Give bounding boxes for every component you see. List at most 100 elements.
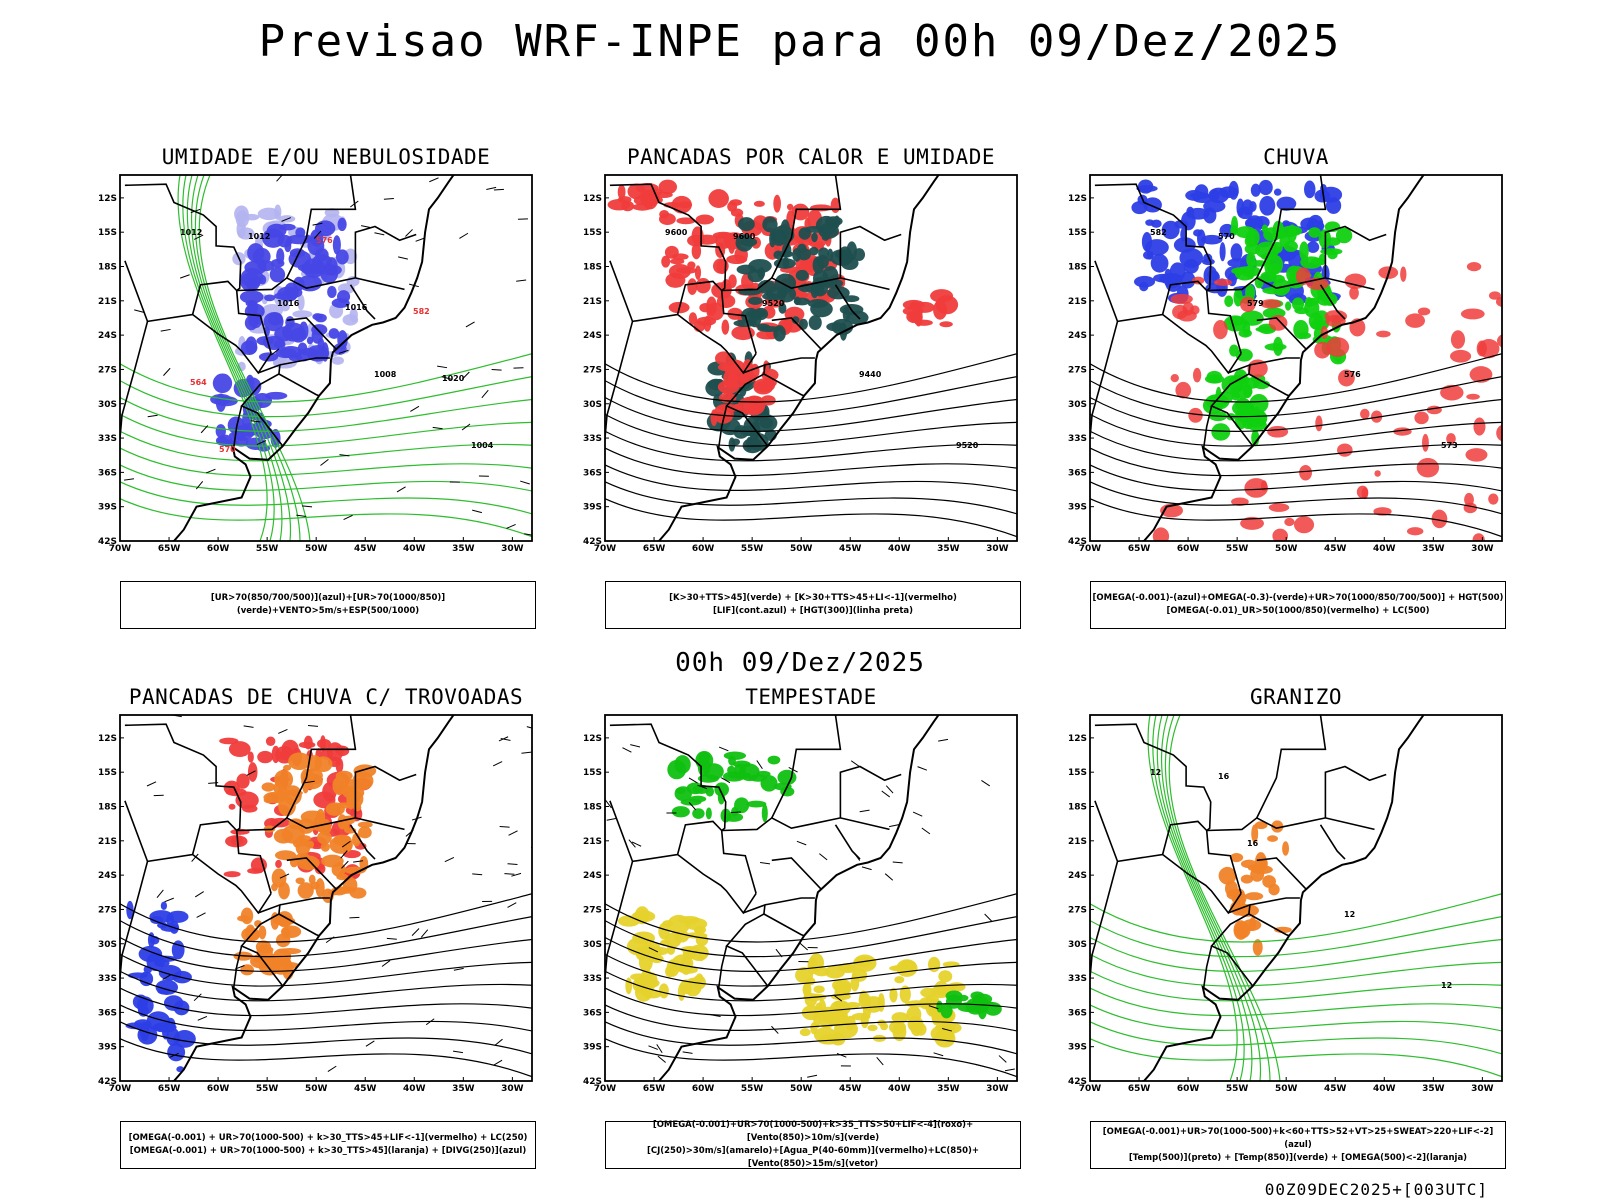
contour-line <box>605 916 1017 958</box>
jet-field-yellow <box>905 1000 928 1008</box>
omega-field-green <box>1230 225 1239 236</box>
political-border <box>771 175 842 279</box>
omega-field-green <box>1234 413 1247 430</box>
political-border <box>605 861 634 988</box>
wind-vector <box>134 309 145 313</box>
rain-field-red <box>1338 369 1355 387</box>
omega-field-blue <box>1325 197 1342 214</box>
divergence-field-blue <box>173 1000 190 1016</box>
contour-value-label: 1012 <box>180 228 202 237</box>
map-frame <box>604 174 1018 542</box>
rain-field-red <box>1450 330 1466 349</box>
thunder-field-red <box>242 804 258 813</box>
lat-tick-label: 42S <box>583 1077 602 1087</box>
political-border <box>286 317 337 350</box>
thunder-field-orange <box>274 850 297 861</box>
coastline <box>170 175 455 541</box>
lat-tick-label: 24S <box>98 871 117 881</box>
wind-vector <box>256 440 267 446</box>
wind-vector <box>246 770 256 776</box>
wind-vector <box>193 993 202 1002</box>
political-border <box>1203 945 1213 988</box>
hail-field-orange <box>1271 820 1284 833</box>
omega-field-blue <box>1185 190 1204 201</box>
wind-vector <box>147 414 158 418</box>
coastline <box>1140 175 1425 541</box>
moisture-field-high <box>317 337 325 356</box>
instability-field-red <box>753 378 776 393</box>
legend-line: [OMEGA(-0.001)+UR>70(1000-500)+k<60+TTS>… <box>1102 1126 1494 1150</box>
contour-line <box>182 175 275 541</box>
moisture-field-high <box>312 313 323 321</box>
political-border <box>124 260 238 323</box>
contour-line <box>605 1038 1017 1078</box>
panel-title: UMIDADE E/OU NEBULOSIDADE <box>161 145 491 169</box>
wind-vector <box>718 746 729 752</box>
wind-field-green <box>714 782 729 797</box>
moisture-field-light <box>292 310 313 319</box>
rain-field-red <box>1344 273 1367 289</box>
contour-line <box>1090 413 1502 447</box>
lat-tick-label: 24S <box>1068 331 1087 341</box>
contour-line <box>605 970 1017 1002</box>
lat-tick-label: 39S <box>98 503 117 513</box>
jet-field-yellow <box>947 982 966 992</box>
rain-field-red <box>1175 381 1192 399</box>
lat-tick-label: 24S <box>1068 871 1087 881</box>
divergence-field-blue <box>160 901 168 910</box>
wind-vector <box>697 784 708 790</box>
lat-tick-label: 12S <box>1068 734 1087 744</box>
omega-field-green <box>1266 254 1284 275</box>
rain-field-red <box>1405 313 1426 328</box>
rain-field-red <box>1497 334 1502 348</box>
contour-line <box>120 498 532 538</box>
omega-field-blue <box>1306 221 1325 231</box>
wind-vector <box>507 863 518 866</box>
lon-tick-label: 30W <box>986 544 1009 554</box>
political-border <box>233 945 243 988</box>
political-border <box>240 903 284 987</box>
divergence-field-blue <box>157 922 168 929</box>
omega-field-green <box>1251 429 1260 447</box>
wind-vector <box>486 186 497 190</box>
map-heat-showers: 9600 9520 9440 9520 9600 12S 15S 18S 21S 24S 27S 30… <box>583 174 1018 554</box>
wind-field-green <box>727 771 752 779</box>
legend-box: [OMEGA(-0.001)+UR>70(1000-500)+k>35_TTS>… <box>605 1120 1021 1169</box>
political-border <box>1248 373 1290 397</box>
contour-value-label: 579 <box>1247 299 1264 308</box>
wind-vector <box>340 850 348 859</box>
instability-field-red <box>668 263 691 280</box>
panel-humidity: UMIDADE E/OU NEBULOSIDADE 1012 1016 1008 10… <box>86 145 566 645</box>
omega-field-green <box>1320 248 1343 255</box>
panel-title: PANCADAS DE CHUVA C/ TROVOADAS <box>128 685 524 709</box>
thunder-field-red <box>223 871 241 878</box>
wind-vector <box>516 279 527 282</box>
contour-value-label: 12 <box>1344 910 1355 919</box>
omega-field-green <box>1231 267 1250 275</box>
lon-tick-label: 35W <box>1422 544 1445 554</box>
instability-field-red <box>939 321 953 328</box>
legend-box: [OMEGA(-0.001)+UR>70(1000-500)+k<60+TTS>… <box>1090 1121 1506 1169</box>
lon-tick-label: 55W <box>256 544 279 554</box>
moisture-field-high <box>335 249 349 265</box>
thunder-field-orange <box>336 873 349 881</box>
jet-field-yellow <box>819 1013 836 1029</box>
contour-line <box>605 413 1017 447</box>
rain-field-red <box>1192 367 1202 383</box>
thunder-field-orange <box>331 862 346 877</box>
wind-vector <box>343 514 353 521</box>
contour-line <box>605 481 1017 515</box>
wind-vector <box>884 873 894 881</box>
instability-field-red <box>730 208 744 217</box>
lat-tick-label: 18S <box>583 803 602 813</box>
wind-vector <box>628 839 636 848</box>
wind-vector <box>796 840 807 846</box>
political-border <box>349 824 376 860</box>
lat-tick-label: 30S <box>98 940 117 950</box>
wind-vector <box>859 809 870 813</box>
wind-field-green <box>728 755 736 766</box>
main-title: Previsao WRF-INPE para 00h 09/Dez/2025 <box>258 16 1342 67</box>
hail-field-orange <box>1251 824 1259 843</box>
omega-field-blue <box>1236 198 1245 217</box>
